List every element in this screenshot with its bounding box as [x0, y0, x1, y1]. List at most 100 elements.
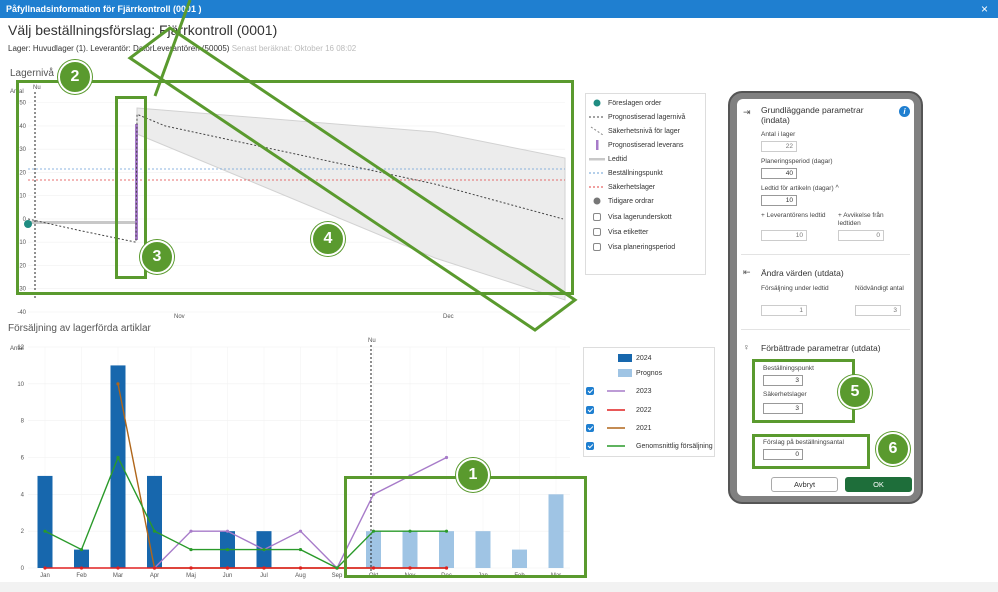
lead-time-label: Ledtid för artikeln (dagar) ^ — [761, 185, 839, 192]
close-icon[interactable]: × — [980, 2, 988, 16]
line-average-point — [189, 547, 193, 552]
line-2023-point — [444, 455, 449, 460]
inventory-legend: Föreslagen order Prognostiserad lagerniv… — [585, 93, 706, 275]
bar-2024 — [37, 475, 53, 568]
legend-safety-stock: Säkerhetslager — [589, 183, 656, 191]
checkbox-average[interactable] — [586, 442, 594, 450]
planning-period-checkbox-box[interactable] — [593, 243, 601, 251]
callout-4: 4 — [311, 222, 345, 256]
checkbox-2023[interactable] — [586, 387, 594, 395]
info-icon[interactable]: i — [899, 106, 910, 117]
inventory-y-tick: 40 — [19, 124, 26, 130]
sales-y-tick: 10 — [17, 382, 24, 388]
line-2023-point — [371, 492, 376, 496]
line-average-point — [262, 547, 266, 552]
line-average — [44, 455, 447, 569]
on-hand-field: 22 — [761, 141, 797, 152]
legend-reorder-point: Beställningspunkt — [589, 169, 663, 177]
callout-2: 2 — [58, 60, 92, 94]
line-average-point — [43, 529, 47, 533]
improved-params-title: Förbättrade parametrar (utdata) — [761, 343, 881, 353]
sales-y-tick: 12 — [17, 345, 24, 351]
show-planning-period-checkbox[interactable]: Visa planeringsperiod — [586, 241, 675, 253]
show-shortage-checkbox[interactable]: Visa lagerunderskott — [586, 211, 672, 223]
bar-2024 — [74, 549, 89, 568]
legend-lead-time: Ledtid — [586, 153, 627, 165]
sales-x-tick: Jan — [40, 573, 50, 579]
line-2022-point — [43, 566, 47, 570]
reorder-point-label: Beställningspunkt — [763, 365, 814, 372]
shortage-checkbox-box[interactable] — [593, 213, 601, 221]
legend-2022[interactable]: 2022 — [584, 404, 652, 416]
legend-average[interactable]: Genomsnittlig försäljning — [584, 440, 713, 452]
line-average-point — [225, 547, 230, 552]
inventory-y-tick: 0 — [23, 217, 27, 223]
forecast-inventory-line — [27, 113, 564, 243]
parameters-panel-inner: ⇥ Grundläggande parametrar (indata) i An… — [737, 99, 914, 496]
line-average-point — [298, 547, 303, 552]
legend-forecast: Prognos — [584, 367, 662, 379]
line-2022-point — [298, 566, 303, 570]
callout-6: 6 — [876, 432, 910, 466]
line-2022-point — [262, 566, 266, 570]
lead-time-field[interactable]: 10 — [761, 195, 797, 206]
on-hand-label: Antal i lager — [761, 131, 796, 138]
inventory-now-label: Nu — [33, 85, 41, 91]
checkbox-2022[interactable] — [586, 406, 594, 414]
callout-5: 5 — [838, 375, 872, 409]
legend-2023[interactable]: 2023 — [584, 385, 652, 397]
line-2022-point — [371, 566, 376, 570]
callout-1: 1 — [456, 458, 490, 492]
legend-forecast-delivery: Prognostiserad leverans — [586, 139, 684, 151]
page-subtitle: Lager: Huvudlager (1). Leverantör: Dator… — [8, 44, 356, 53]
sales-y-tick: 8 — [21, 419, 25, 425]
calculated-time: Senast beräknat: Oktober 16 08:02 — [231, 44, 357, 53]
labels-checkbox-box[interactable] — [593, 228, 601, 236]
panel-divider-2 — [741, 329, 910, 330]
sales-y-tick: 0 — [21, 566, 25, 572]
inventory-y-tick: -40 — [17, 310, 26, 316]
safety-stock-field[interactable]: 3 — [763, 403, 803, 414]
inventory-x-tick-dec: Dec — [443, 314, 454, 320]
reorder-point-field[interactable]: 3 — [763, 375, 803, 386]
legend-suggested-order: Föreslagen order — [586, 97, 661, 109]
checkbox-2021[interactable] — [586, 424, 594, 432]
callout-3: 3 — [140, 240, 174, 274]
line-average-point — [152, 529, 157, 533]
sales-x-tick: Sep — [332, 573, 343, 579]
ok-button[interactable]: OK — [845, 477, 912, 492]
lead-time-bar — [28, 221, 136, 224]
vendor-lead-label: + Leverantörens ledtid — [761, 212, 826, 219]
show-labels-checkbox[interactable]: Visa etiketter — [586, 226, 648, 238]
legend-2021[interactable]: 2021 — [584, 422, 652, 434]
line-2021-point — [116, 382, 120, 386]
sales-lead-label: Försäljning under ledtid — [761, 285, 829, 292]
line-2023-point — [225, 529, 230, 533]
sales-x-tick: Aug — [295, 573, 306, 579]
basic-params-title: Grundläggande parametrar (indata) — [761, 105, 864, 125]
footer-bar — [0, 582, 998, 592]
sales-x-tick: Jun — [223, 573, 233, 579]
inventory-y-tick: 10 — [19, 194, 26, 200]
sales-y-tick: 6 — [21, 456, 25, 462]
legend-safety-level: Säkerhetsnivå för lager — [586, 125, 680, 137]
suggested-order-point — [24, 220, 32, 228]
annotation-box-2 — [16, 80, 574, 295]
line-average-point — [444, 529, 449, 533]
suggested-qty-field[interactable]: 0 — [763, 449, 803, 460]
legend-2024: 2024 — [584, 352, 652, 364]
chevron-up-icon[interactable]: ^ — [835, 185, 839, 192]
line-2022-point — [79, 566, 84, 570]
inventory-y-tick: 30 — [19, 147, 26, 153]
sales-y-axis-label: Antal — [10, 346, 24, 352]
planning-period-field[interactable]: 40 — [761, 168, 797, 179]
page-title: Välj beställningsförslag: Fjärrkontroll … — [8, 22, 278, 38]
line-2023-point — [298, 529, 303, 533]
sales-x-tick: Mar — [113, 573, 123, 579]
line-2022-point — [152, 566, 157, 570]
sales-now-label: Nu — [368, 338, 376, 344]
cancel-button[interactable]: Avbryt — [771, 477, 838, 492]
input-icon: ⇥ — [743, 107, 751, 117]
required-field: 3 — [855, 305, 901, 316]
